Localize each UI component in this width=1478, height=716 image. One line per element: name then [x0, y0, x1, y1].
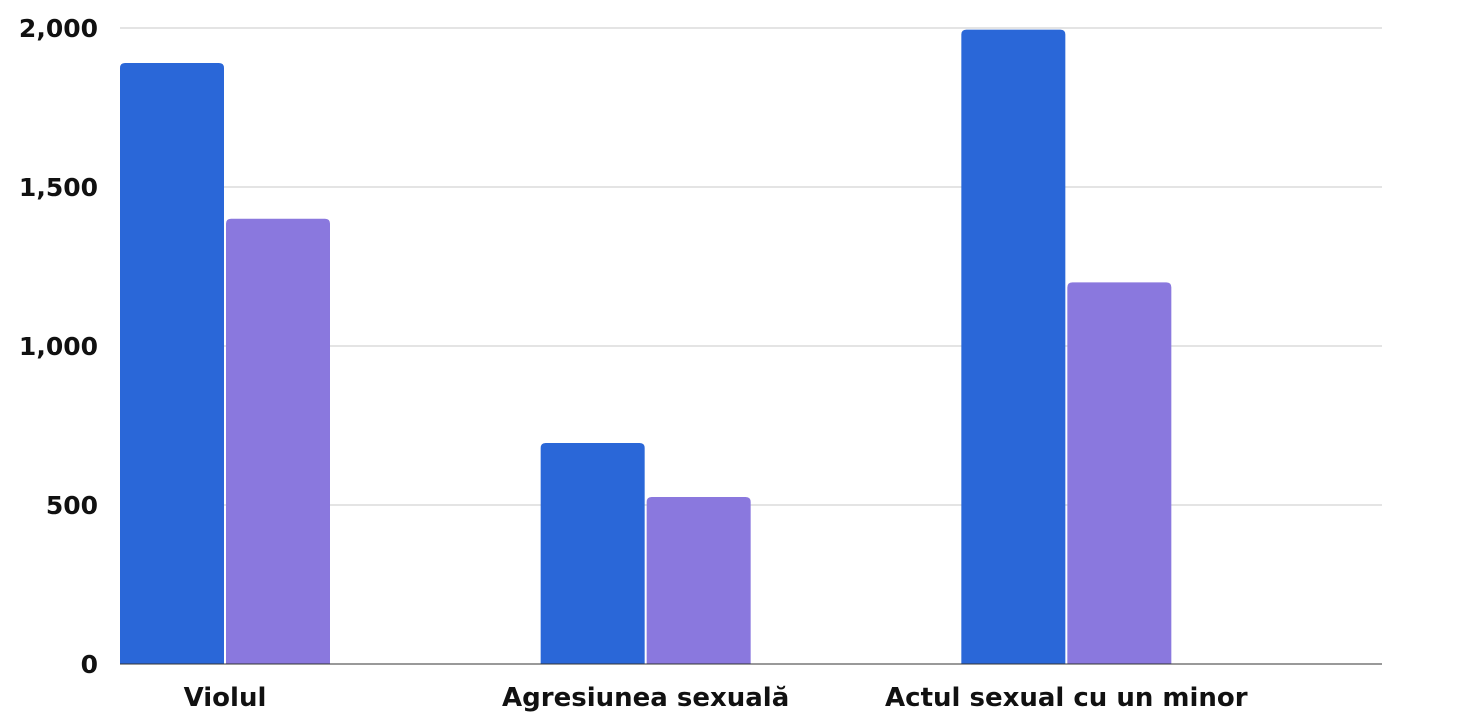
bar-series-1-1 [120, 62, 224, 665]
bars [120, 29, 1172, 665]
x-category-label: Actul sexual cu un minor [885, 683, 1248, 713]
gridlines [120, 27, 1382, 506]
y-tick-label: 1,000 [19, 332, 98, 361]
y-tick-label: 2,000 [19, 14, 98, 43]
bar-series-1-2 [540, 442, 645, 664]
y-tick-label: 500 [46, 491, 98, 520]
axes: 0 500 1,000 1,500 2,000 Violul Agresiunea sexu… [19, 14, 1382, 713]
bar-series-2-2 [646, 497, 751, 664]
bar-series-2-1 [226, 218, 330, 665]
x-category-label: Agresiunea sexuală [502, 683, 789, 713]
bar-series-2-3 [1067, 282, 1172, 664]
y-tick-label: 1,500 [19, 173, 98, 202]
x-category-label: Violul [184, 683, 267, 713]
y-tick-label: 0 [81, 650, 98, 679]
bar-series-1-3 [961, 29, 1066, 664]
